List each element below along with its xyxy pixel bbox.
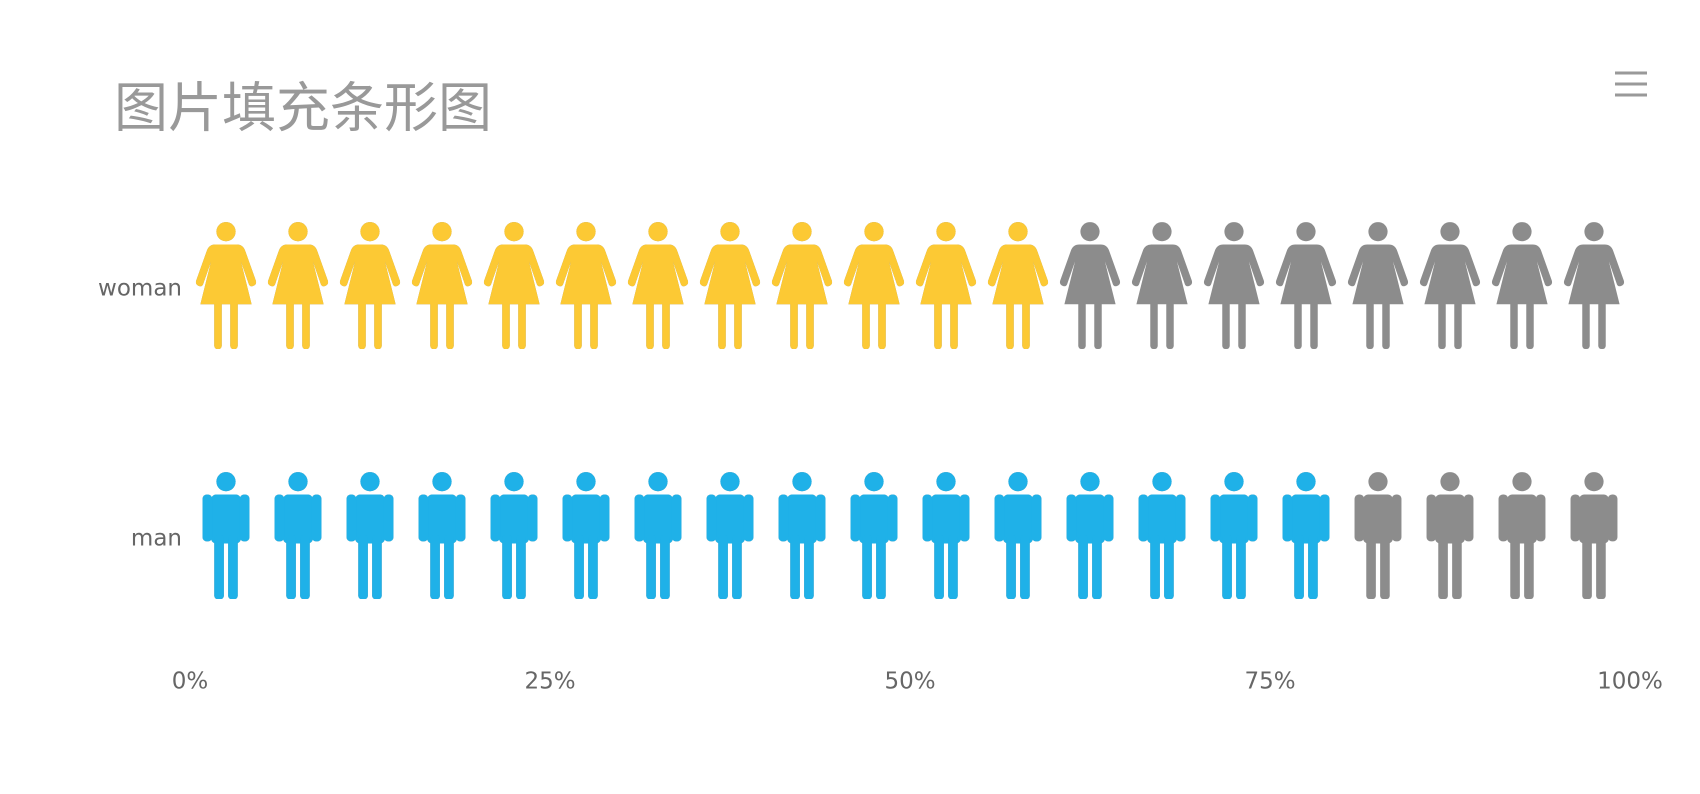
icon bbox=[1275, 222, 1337, 349]
x-tick-label: 75% bbox=[1244, 669, 1295, 695]
icon bbox=[418, 472, 466, 599]
icon bbox=[994, 472, 1042, 599]
icon bbox=[778, 472, 826, 599]
bar bbox=[195, 222, 1049, 349]
icon bbox=[922, 472, 970, 599]
icon bbox=[1210, 472, 1258, 599]
menu-button[interactable] bbox=[1608, 64, 1652, 104]
icon bbox=[555, 222, 617, 349]
icon bbox=[850, 472, 898, 599]
background-icons bbox=[195, 222, 1625, 349]
icon bbox=[1570, 472, 1618, 599]
icon bbox=[1354, 472, 1402, 599]
icon bbox=[1347, 222, 1409, 349]
icon bbox=[1203, 222, 1265, 349]
icon bbox=[771, 222, 833, 349]
icon bbox=[699, 222, 761, 349]
icon bbox=[843, 222, 905, 349]
icon bbox=[1419, 222, 1481, 349]
icon bbox=[1066, 472, 1114, 599]
icon bbox=[1059, 222, 1121, 349]
y-tick-label: woman bbox=[98, 276, 182, 302]
icon bbox=[1498, 472, 1546, 599]
icon bbox=[987, 222, 1049, 349]
icon bbox=[339, 222, 401, 349]
bar bbox=[202, 472, 1330, 599]
x-tick-label: 100% bbox=[1597, 669, 1663, 695]
icon bbox=[346, 472, 394, 599]
icon bbox=[706, 472, 754, 599]
x-tick-label: 50% bbox=[884, 669, 935, 695]
icon bbox=[483, 222, 545, 349]
icon bbox=[274, 472, 322, 599]
icon bbox=[411, 222, 473, 349]
icon bbox=[202, 472, 250, 599]
y-tick-label: man bbox=[131, 526, 182, 552]
icon bbox=[1282, 472, 1330, 599]
icon bbox=[1563, 222, 1625, 349]
icon bbox=[267, 222, 329, 349]
icon bbox=[634, 472, 682, 599]
icon bbox=[1131, 222, 1193, 349]
icon bbox=[562, 472, 610, 599]
icon bbox=[627, 222, 689, 349]
icon bbox=[1138, 472, 1186, 599]
x-tick-label: 25% bbox=[524, 669, 575, 695]
icon bbox=[915, 222, 977, 349]
icon bbox=[1426, 472, 1474, 599]
chart-title: 图片填充条形图 bbox=[114, 77, 492, 140]
icon bbox=[1491, 222, 1553, 349]
x-tick-label: 0% bbox=[172, 669, 209, 695]
icon bbox=[195, 222, 257, 349]
background-icons bbox=[202, 472, 1618, 599]
icon bbox=[490, 472, 538, 599]
